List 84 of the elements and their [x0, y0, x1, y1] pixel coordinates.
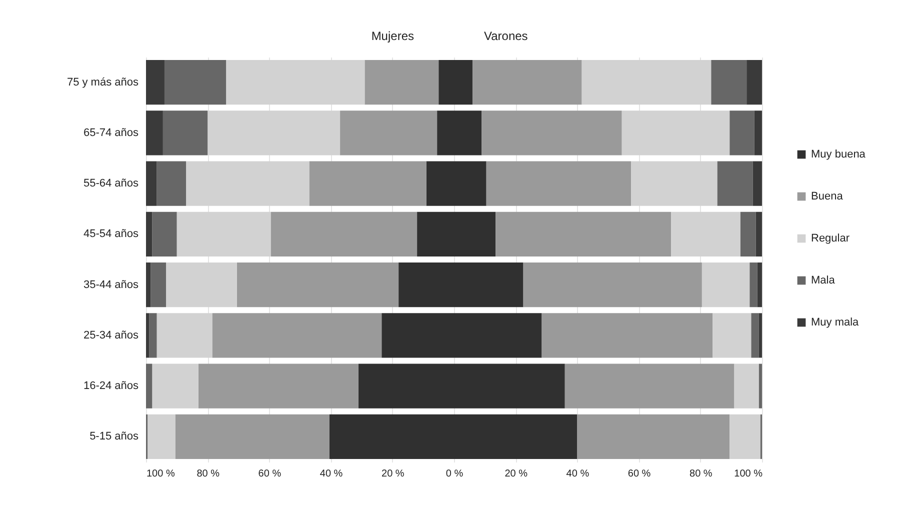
x-tick-label: 0 % — [446, 468, 464, 480]
bar — [146, 110, 163, 156]
text: Mujeres — [371, 29, 414, 43]
bar — [730, 110, 754, 156]
y-tick-label: 65-74 años — [83, 126, 139, 139]
bar — [146, 313, 150, 358]
bar — [757, 262, 762, 308]
legend-label: Muy mala — [811, 316, 860, 328]
bar — [212, 313, 382, 358]
y-tick-label: 5-15 años — [90, 430, 139, 443]
bar — [751, 313, 759, 358]
x-tick-label: 40 % — [320, 468, 343, 480]
bar — [577, 414, 730, 459]
y-tick-label: 25-34 años — [83, 329, 139, 342]
bar — [582, 60, 712, 105]
y-tick-label: 75 y más años — [66, 76, 139, 88]
x-tick-label: 20 % — [504, 468, 528, 480]
bar — [309, 161, 426, 206]
bar — [146, 262, 151, 308]
bar — [156, 161, 186, 206]
legend-label: Muy buena — [811, 148, 866, 160]
bar — [752, 161, 762, 206]
text: Varones — [484, 29, 528, 43]
bar — [156, 313, 212, 358]
bar — [364, 60, 439, 105]
x-tick-label: 80 % — [196, 468, 220, 480]
bar — [152, 364, 198, 408]
bar — [730, 414, 760, 459]
x-tick-label: 40 % — [566, 468, 590, 480]
bar — [152, 212, 177, 256]
bar — [166, 262, 237, 308]
legend-label: Mala — [811, 274, 836, 286]
bar — [270, 212, 418, 256]
bar — [164, 60, 226, 105]
x-tick-label: 20 % — [382, 468, 404, 480]
bar — [175, 414, 330, 459]
bar — [186, 161, 310, 206]
x-tick-label: 100 % — [734, 468, 763, 480]
bar — [746, 60, 762, 105]
bar — [148, 414, 176, 459]
bar — [226, 60, 365, 105]
x-tick-label: 80 % — [690, 468, 712, 480]
bar — [671, 212, 740, 256]
bar — [711, 60, 747, 105]
y-tick-label: 45-54 años — [83, 228, 139, 240]
bar — [717, 161, 753, 206]
bar — [740, 212, 756, 256]
bar — [622, 110, 730, 156]
bar — [482, 110, 622, 156]
x-tick-label: 60 % — [628, 468, 651, 480]
bar — [146, 161, 157, 206]
bar — [496, 212, 672, 256]
bar — [236, 262, 399, 308]
bar — [162, 110, 208, 156]
bar — [702, 262, 750, 308]
bar — [340, 110, 438, 156]
bar — [564, 364, 734, 408]
bar — [712, 313, 752, 358]
y-tick-label: 16-24 años — [83, 380, 139, 392]
x-tick-label: 60 % — [258, 468, 282, 480]
bar — [472, 60, 582, 105]
bar — [149, 313, 157, 358]
bar — [208, 110, 340, 156]
bar — [146, 364, 152, 408]
legend-label: Buena — [811, 190, 844, 202]
bar — [198, 364, 359, 408]
bar — [146, 60, 164, 105]
y-tick-label: 35-44 años — [83, 278, 139, 291]
bar — [631, 161, 718, 206]
y-tick-label: 55-64 años — [83, 178, 139, 190]
bar — [176, 212, 271, 256]
bar — [486, 161, 632, 206]
bar — [734, 364, 759, 408]
bar — [754, 110, 762, 156]
bar — [750, 262, 758, 308]
bar — [758, 364, 762, 408]
bar — [150, 262, 166, 308]
bar — [758, 313, 762, 358]
bar — [523, 262, 702, 308]
bar — [756, 212, 762, 256]
bar — [542, 313, 713, 358]
bar — [146, 212, 152, 256]
x-tick-label: 100 % — [146, 468, 175, 480]
legend-label: Regular — [811, 232, 850, 244]
